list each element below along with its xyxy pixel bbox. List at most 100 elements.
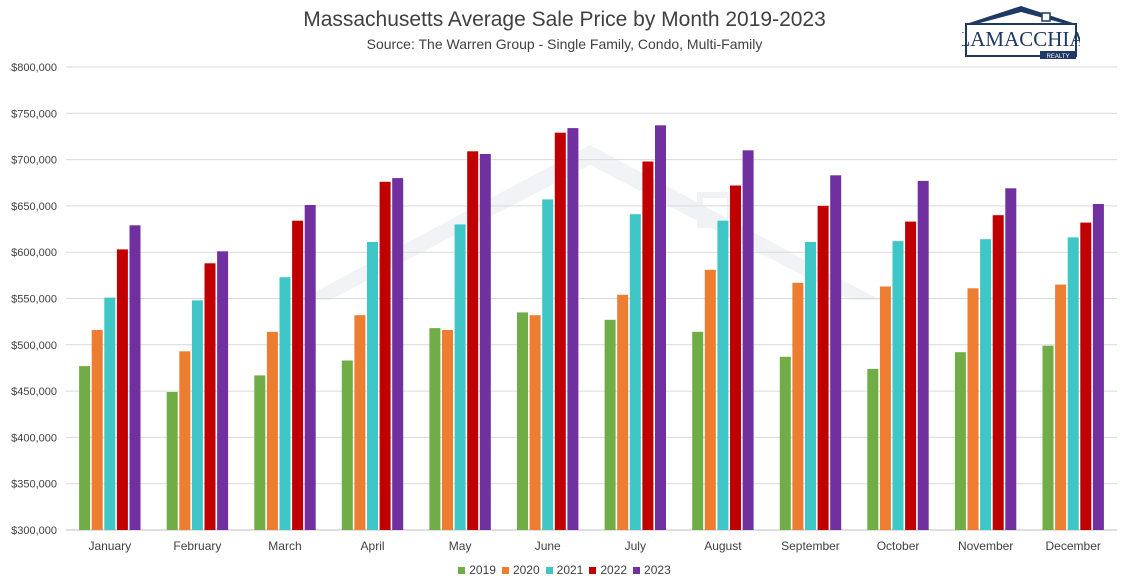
- bar-2020-november: [967, 288, 979, 530]
- bar-2019-may: [429, 328, 441, 530]
- bar-2020-april: [354, 315, 366, 530]
- bar-2020-august: [704, 269, 716, 530]
- bar-2019-april: [341, 360, 353, 530]
- bar-2021-february: [191, 300, 203, 530]
- logo-tag-bar: [1040, 51, 1076, 59]
- legend-label: 2020: [512, 563, 540, 577]
- bar-2020-july: [617, 294, 629, 530]
- x-axis: January February March April May June July Augu…: [88, 539, 1100, 553]
- bars: [79, 125, 1104, 531]
- legend-swatch: [458, 567, 466, 574]
- y-tick-label: $300,000: [11, 525, 57, 537]
- bar-2022-october: [905, 221, 917, 530]
- bar-2023-april: [392, 178, 404, 530]
- bar-2020-june: [529, 315, 541, 530]
- bar-2022-november: [992, 215, 1004, 530]
- bar-2021-july: [629, 214, 641, 530]
- chart-subtitle: Source: The Warren Group - Single Family…: [366, 36, 763, 52]
- bar-2022-december: [1080, 222, 1092, 530]
- legend-label: 2019: [469, 563, 496, 577]
- bar-2019-august: [692, 331, 704, 530]
- bar-2021-january: [104, 297, 116, 530]
- legend-item-2021: 2021: [545, 563, 584, 577]
- y-tick-label: $500,000: [11, 340, 57, 352]
- bar-2020-january: [91, 330, 103, 530]
- bar-2020-october: [879, 286, 891, 530]
- x-tick-label: September: [781, 539, 840, 553]
- bar-2023-september: [830, 175, 842, 531]
- y-tick-label: $550,000: [11, 294, 57, 306]
- x-tick-label: April: [361, 539, 385, 553]
- legend-label: 2023: [644, 563, 671, 577]
- x-tick-label: March: [268, 539, 301, 553]
- x-tick-label: December: [1046, 539, 1101, 553]
- bar-2021-may: [454, 224, 466, 530]
- legend-swatch: [589, 567, 597, 574]
- x-tick-label: July: [625, 539, 646, 553]
- bar-2022-june: [554, 132, 566, 530]
- x-tick-label: June: [535, 539, 561, 553]
- chart-title: Massachusetts Average Sale Price by Mont…: [303, 8, 826, 31]
- bar-2022-march: [292, 220, 304, 530]
- legend-item-2019: 2019: [458, 563, 496, 577]
- gridlines: [66, 66, 1117, 531]
- y-tick-label: $750,000: [11, 108, 57, 120]
- bar-2023-august: [742, 150, 754, 531]
- legend-label: 2021: [556, 563, 584, 577]
- bar-2023-october: [917, 180, 929, 530]
- bar-2021-april: [367, 242, 378, 530]
- bar-2023-december: [1092, 204, 1104, 530]
- bar-2023-july: [655, 125, 666, 531]
- bar-2023-march: [304, 205, 316, 530]
- bar-chart: $300,000 $350,000 $400,000 $450,000 $500,000…: [11, 62, 1117, 553]
- y-tick-label: $400,000: [11, 432, 57, 444]
- bar-2019-july: [604, 319, 616, 530]
- bar-2023-january: [129, 225, 141, 531]
- logo-tagline-text: REALTY: [1047, 54, 1070, 60]
- bar-2022-july: [642, 161, 654, 530]
- y-tick-label: $700,000: [11, 155, 57, 167]
- y-tick-label: $800,000: [11, 62, 57, 74]
- y-tick-label: $450,000: [11, 386, 57, 398]
- bar-2019-june: [517, 312, 528, 530]
- y-tick-label: $650,000: [11, 201, 57, 213]
- bar-2020-september: [792, 282, 804, 530]
- bar-2023-june: [567, 128, 579, 530]
- legend-item-2023: 2023: [633, 563, 671, 577]
- bar-2021-october: [892, 241, 904, 530]
- bar-2022-april: [379, 181, 391, 531]
- logo-brand-text: LAMACCHIA: [962, 27, 1080, 51]
- bar-2021-march: [279, 277, 291, 530]
- y-axis: $300,000 $350,000 $400,000 $450,000 $500,000…: [11, 62, 57, 537]
- bar-2023-may: [479, 154, 491, 530]
- legend-item-2022: 2022: [589, 563, 627, 577]
- x-tick-label: January: [88, 539, 131, 553]
- bar-2020-december: [1055, 284, 1067, 530]
- y-tick-label: $350,000: [11, 479, 57, 491]
- bar-2023-february: [217, 251, 229, 531]
- legend-swatch: [501, 567, 509, 574]
- x-tick-label: May: [449, 539, 472, 553]
- x-tick-label: February: [173, 539, 221, 553]
- bar-2020-february: [179, 351, 191, 530]
- legend-item-2020: 2020: [501, 563, 540, 577]
- bar-2020-may: [442, 330, 453, 530]
- bar-2022-august: [730, 185, 741, 530]
- bar-2022-february: [204, 263, 216, 530]
- legend-swatch: [545, 567, 553, 574]
- bar-2019-september: [779, 356, 791, 530]
- bar-2021-june: [542, 199, 554, 530]
- bar-2023-november: [1005, 188, 1017, 531]
- logo-window-icon: [1041, 12, 1051, 22]
- x-tick-label: November: [958, 539, 1013, 553]
- bar-2019-october: [867, 368, 879, 530]
- bar-2021-november: [980, 239, 992, 530]
- logo-frame: [965, 23, 1077, 57]
- bar-2022-may: [467, 151, 479, 531]
- legend: 2019 2020 2021 2022 2023: [0, 563, 1129, 577]
- bar-2019-march: [254, 375, 266, 530]
- legend-label: 2022: [600, 563, 628, 577]
- x-tick-label: August: [704, 539, 742, 553]
- x-tick-label: October: [877, 539, 920, 553]
- bar-2022-september: [817, 205, 829, 530]
